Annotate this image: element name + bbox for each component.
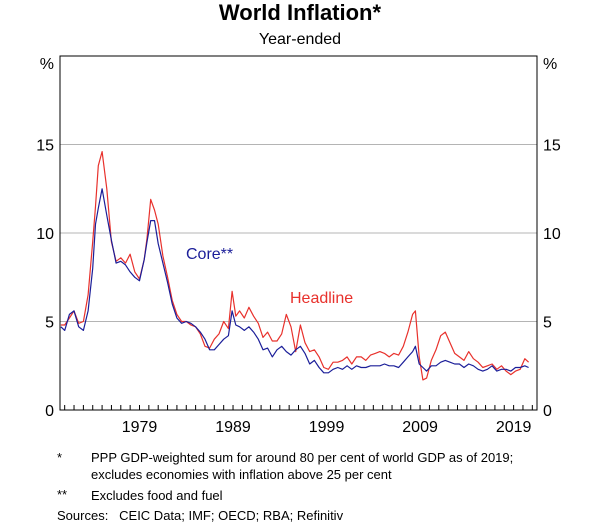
y-axis-unit-right: % xyxy=(543,56,557,73)
footnote-mark-2: ** xyxy=(57,487,68,502)
y-tick-label-left: 0 xyxy=(45,403,54,420)
y-tick-label-left: 15 xyxy=(36,138,54,155)
x-tick-label: 2009 xyxy=(402,419,438,436)
x-tick-label: 1989 xyxy=(215,419,251,436)
x-tick-label: 1979 xyxy=(122,419,158,436)
x-tick-label: 1999 xyxy=(309,419,345,436)
series-line-core xyxy=(60,188,529,374)
footnote-mark-1: * xyxy=(57,450,63,465)
y-tick-label-left: 10 xyxy=(36,226,54,243)
sources-text: Sources: CEIC Data; IMF; OECD; RBA; Refi… xyxy=(57,508,344,523)
chart-subtitle: Year-ended xyxy=(258,31,342,48)
x-tick-label: 2019 xyxy=(496,419,532,436)
y-tick-label-right: 5 xyxy=(543,315,552,332)
axis-labels: 0 0 5 5 10 10 15 15% % 1979 1989 1999 2009 2019 Headli… xyxy=(36,56,561,436)
series-label-headline: Headline xyxy=(290,290,353,307)
axis-ticks xyxy=(64,405,533,410)
series-line-headline xyxy=(60,151,530,381)
chart-title: World Inflation* xyxy=(218,0,382,25)
y-tick-label-right: 0 xyxy=(543,403,552,420)
y-axis-unit-left: % xyxy=(40,56,54,73)
chart: 0 0 5 5 10 10 15 15% % 1979 1989 1999 2009 2019 Headli… xyxy=(36,55,561,436)
y-tick-label-left: 5 xyxy=(45,315,54,332)
series-lines xyxy=(60,151,530,381)
footnote-text-2: Excludes food and fuel xyxy=(91,488,223,503)
series-label-core: Core** xyxy=(186,246,233,263)
gridlines xyxy=(60,144,537,322)
y-tick-label-right: 15 xyxy=(543,138,561,155)
footnote-text-1: PPP GDP-weighted sum for around 80 per c… xyxy=(91,450,514,482)
y-tick-label-right: 10 xyxy=(543,226,561,243)
